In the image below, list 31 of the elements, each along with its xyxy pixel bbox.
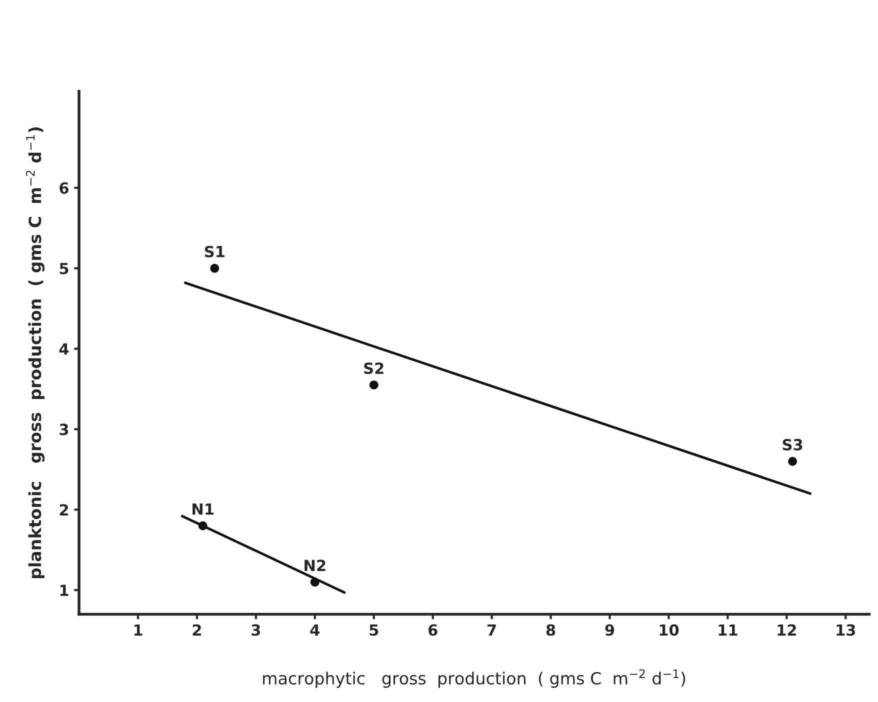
x-tick-label: 1	[134, 624, 142, 636]
x-tick-label: 11	[718, 624, 738, 636]
y-tick-label: 5	[60, 262, 68, 274]
point	[788, 456, 798, 466]
y-tick-label: 4	[59, 343, 69, 355]
x-tick-label: 4	[310, 624, 320, 636]
y-axis-title: planktonic gross production ( gms C m$^{−2}$ d$^{−1}$)	[26, 127, 45, 578]
y-tick-label: 2	[60, 504, 68, 516]
annotation: N1	[192, 503, 214, 515]
x-tick-label: 6	[428, 624, 438, 636]
x-tick-label: 9	[605, 624, 614, 636]
x-tick-label: 8	[546, 624, 556, 636]
x-tick-label: 12	[778, 624, 796, 636]
x-tick-label: 5	[370, 624, 378, 636]
point	[210, 264, 220, 273]
point	[369, 380, 378, 390]
point	[310, 578, 320, 587]
annotation: S1	[204, 246, 224, 258]
x-axis-title: macrophytic gross production ( gms C m$^{−2}$ d$^{−1}$)	[263, 669, 686, 688]
point	[198, 521, 208, 530]
annotation: N2	[304, 560, 326, 571]
x-tick-label: 13	[836, 624, 856, 636]
y-tick-label: 6	[60, 182, 68, 194]
y-tick-label: 1	[60, 584, 68, 596]
y-tick-label: 3	[60, 424, 68, 436]
x-tick-label: 7	[488, 624, 496, 636]
x-tick-label: 3	[252, 624, 260, 636]
x-tick-label: 10	[660, 624, 679, 636]
annotation: S2	[364, 362, 384, 374]
x-tick-label: 2	[192, 624, 201, 636]
annotation: S3	[782, 438, 802, 450]
